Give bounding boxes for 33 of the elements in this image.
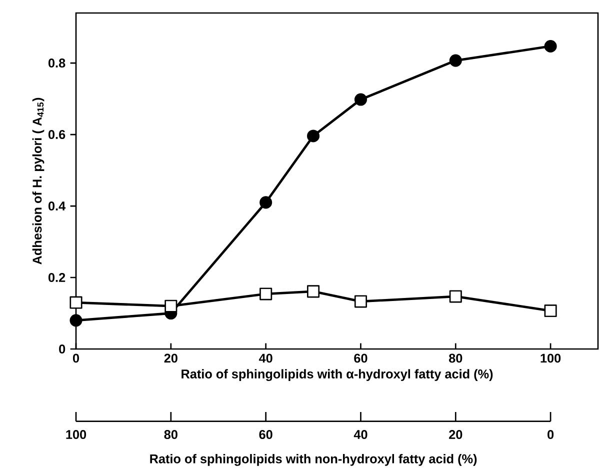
point	[260, 196, 272, 209]
x-tick-label: 0	[72, 354, 80, 363]
point	[354, 295, 367, 308]
point	[354, 93, 367, 106]
x2-tick-label: 100	[66, 430, 86, 440]
x-tick-label: 60	[354, 354, 368, 363]
x-tick-label: 40	[258, 354, 272, 363]
x2-tick-label: 20	[449, 430, 462, 440]
x-tick-label: 20	[164, 354, 178, 363]
x2-axis-title: Ratio of sphingolipids with non-hydroxyl fatty acid (%)	[150, 454, 477, 466]
point	[70, 314, 82, 327]
x-axis-title: Ratio of sphingolipids with α-hydroxyl fatty acid (%)	[182, 369, 493, 382]
point	[449, 290, 462, 303]
y-tick-label: 0.8	[48, 58, 66, 68]
y-axis-title: Adhesion of H. pylori ( A$_{415}$)	[32, 98, 44, 264]
y-tick-label: 0.4	[48, 202, 66, 211]
point	[544, 304, 557, 318]
y-tick-label: 0.6	[48, 130, 66, 140]
point	[307, 285, 320, 298]
x2-tick-label: 40	[354, 430, 368, 440]
x2-tick-label: 60	[259, 430, 272, 440]
x2-tick-label: 80	[164, 430, 178, 440]
x-tick-label: 80	[448, 354, 462, 363]
point	[70, 296, 82, 309]
point	[544, 40, 557, 53]
x2-tick-label: 0	[548, 430, 554, 440]
point	[449, 54, 462, 67]
point	[307, 130, 320, 142]
y-tick-label: 0	[59, 344, 66, 354]
x-tick-label: 100	[540, 354, 561, 363]
y-tick-label: 0.2	[48, 273, 66, 282]
point	[260, 288, 272, 300]
point	[164, 300, 178, 312]
